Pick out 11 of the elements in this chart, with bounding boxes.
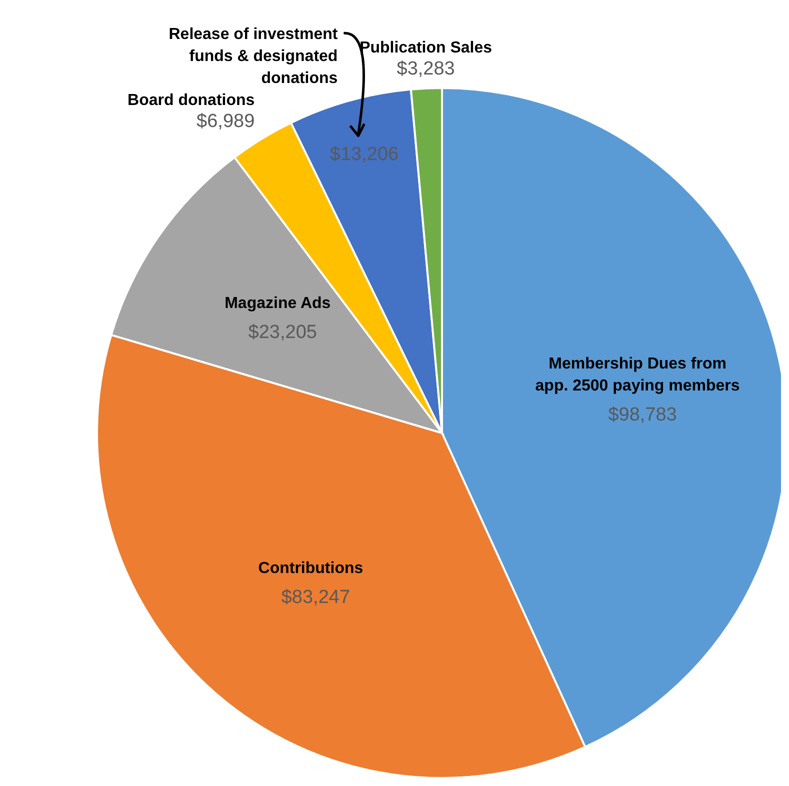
- data-label: $3,283: [396, 58, 455, 80]
- slice-label: Contributions: [258, 560, 364, 578]
- data-label: $23,205: [248, 322, 317, 343]
- slice-label: Membership Dues from app. 2500 paying members: [535, 356, 740, 395]
- slice-label: Magazine Ads: [224, 294, 331, 312]
- data-label: $6,989: [196, 110, 255, 132]
- slice-label: Release of investment funds & designated donations: [168, 26, 338, 88]
- slice-label: Board donations: [128, 92, 255, 109]
- data-label: $83,247: [281, 587, 350, 608]
- data-label: $98,783: [608, 404, 677, 426]
- data-label: $13,206: [330, 144, 399, 165]
